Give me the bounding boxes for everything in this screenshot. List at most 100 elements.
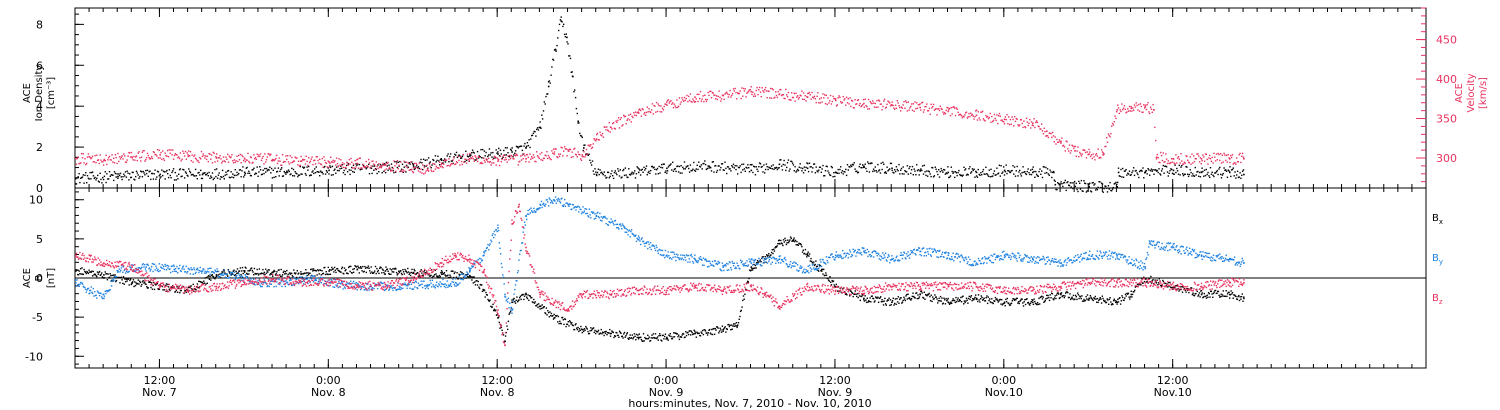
data-point-bx [751,267,753,270]
data-point-bx [958,299,961,301]
data-point-bx [1127,293,1129,295]
data-point-density [368,163,370,166]
data-point-bx [694,330,696,333]
data-point-velocity [102,164,105,166]
data-point-density [188,168,190,170]
data-point-bx [778,239,780,241]
data-point-velocity [1033,118,1035,120]
data-point-velocity [1073,147,1075,150]
data-point-velocity [1069,152,1072,154]
data-point-bx [1055,294,1058,296]
data-point-bx [770,254,772,256]
data-point-bx [647,334,649,336]
data-point-density [1108,188,1110,190]
data-point-density [418,167,421,170]
data-point-density [1144,171,1147,174]
data-point-bx [704,330,707,332]
data-point-velocity [244,161,247,163]
data-point-bx [552,315,554,317]
data-point-density [1011,169,1013,172]
data-point-density [157,171,160,173]
data-point-density [97,180,100,182]
data-point-velocity [86,162,88,165]
data-point-velocity [569,148,571,151]
data-point-velocity [573,148,575,150]
data-point-velocity [432,162,434,165]
data-point-bx [314,269,317,272]
data-point-bx [123,283,125,285]
data-point-density [840,166,842,168]
data-point-bx [470,276,472,278]
data-point-velocity [438,167,440,169]
data-point-density [885,172,887,174]
data-point-velocity [785,88,787,91]
data-point-density [991,175,993,178]
data-point-velocity [527,156,529,159]
data-point-density [975,170,977,173]
data-point-bx [1195,292,1197,295]
data-point-density [1035,170,1037,173]
data-point-velocity [717,95,719,98]
data-point-density [849,166,851,168]
data-point-bx [1091,298,1094,301]
data-point-velocity [819,102,822,104]
data-point-velocity [848,103,850,105]
data-point-density [211,172,214,174]
data-point-velocity [736,98,738,100]
data-point-density [566,41,568,43]
data-point-velocity [825,94,827,96]
data-point-bx [632,338,634,340]
data-point-velocity [843,99,845,101]
data-point-bx [1165,284,1168,287]
data-point-density [575,107,578,110]
data-point-velocity [503,159,506,161]
data-point-velocity [1055,143,1057,145]
data-point-bx [1162,280,1165,283]
data-point-velocity [125,161,128,163]
data-point-velocity [838,95,840,97]
data-point-bx [1214,289,1217,292]
data-point-velocity [1020,119,1023,121]
data-point-velocity [284,161,286,163]
data-point-bx [1152,279,1154,281]
data-point-density [787,159,790,161]
data-point-density [591,160,594,162]
data-point-velocity [76,157,79,160]
data-point-velocity [801,90,803,92]
data-point-velocity [291,156,293,159]
data-point-bx [635,339,637,341]
data-point-density [196,178,198,180]
data-point-bx [1112,303,1114,306]
data-point-velocity [735,91,737,94]
data-point-velocity [109,159,111,161]
data-point-velocity [986,115,989,118]
data-point-density [319,170,322,172]
data-point-bx [541,304,543,306]
data-point-density [152,178,155,180]
data-point-bx [996,298,998,300]
data-point-density [708,167,710,169]
data-point-velocity [1171,158,1173,160]
data-point-density [440,159,443,161]
data-point-bx [833,284,835,286]
data-point-bx [211,274,213,276]
data-point-velocity [1043,127,1045,129]
data-point-bx [926,295,928,297]
data-point-density [524,142,526,145]
data-point-velocity [442,166,444,169]
data-point-bx [205,283,207,285]
data-point-velocity [536,151,538,153]
data-point-density [877,163,879,166]
data-point-bx [1008,302,1010,304]
data-point-density [775,167,777,169]
data-point-velocity [576,156,578,158]
data-point-bx [1217,290,1220,293]
data-point-velocity [1111,122,1114,125]
data-point-velocity [578,153,580,156]
data-point-density [655,173,657,175]
data-point-velocity [1243,158,1245,160]
data-point-bx [87,271,89,274]
data-point-velocity [560,146,562,148]
data-point-velocity [122,158,124,160]
data-point-bx [886,300,888,302]
